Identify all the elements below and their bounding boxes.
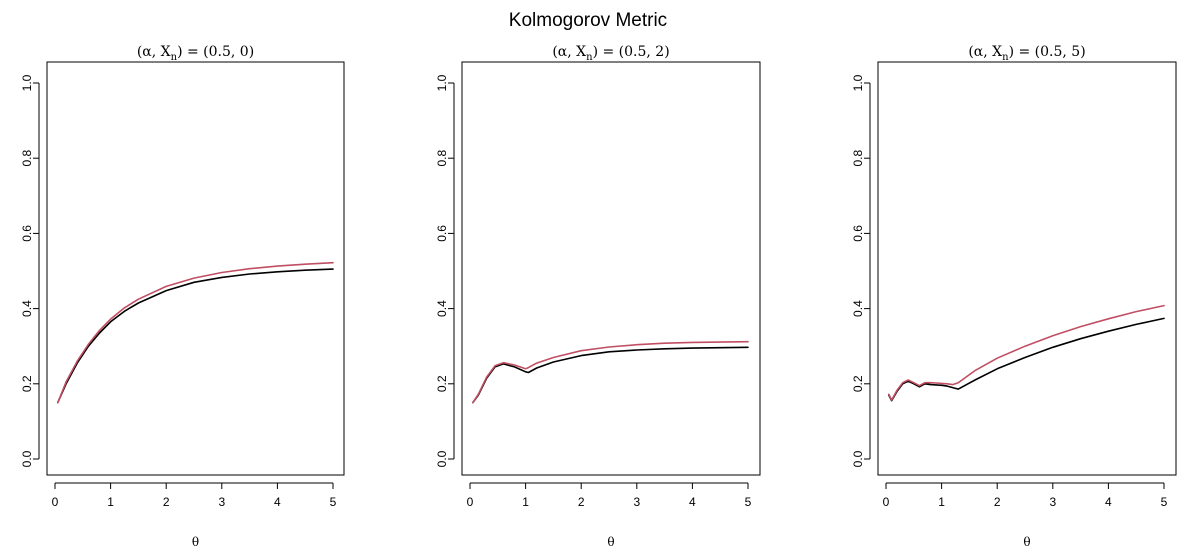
plot-frame bbox=[461, 61, 761, 476]
y-tick-label: 0.6 bbox=[851, 225, 865, 242]
x-axis-label: θ bbox=[607, 535, 614, 549]
chart-title: Kolmogorov Metric bbox=[509, 10, 667, 31]
y-tick-label: 0.6 bbox=[435, 225, 449, 242]
y-tick-label: 0.2 bbox=[435, 375, 449, 392]
plot-frame bbox=[877, 61, 1177, 476]
x-tick-label: 2 bbox=[578, 495, 585, 509]
x-tick-label: 1 bbox=[938, 495, 945, 509]
panel-3: (α, Xn) = (0.5, 5) 0 1 2 3 4 5 0.0 0.2 0.4 0.6 0.8 1… bbox=[851, 44, 1177, 549]
series-line-1 bbox=[471, 346, 749, 404]
y-tick-label: 0.8 bbox=[435, 150, 449, 167]
y-tick-label: 0.0 bbox=[20, 450, 34, 467]
y-tick-label: 1.0 bbox=[851, 74, 865, 91]
series-line-2 bbox=[471, 340, 749, 404]
y-tick-label: 0.8 bbox=[20, 150, 34, 167]
x-tick-label: 4 bbox=[689, 495, 696, 509]
x-axis-label: θ bbox=[1023, 535, 1030, 549]
y-tick-label: 0.4 bbox=[435, 300, 449, 317]
panel-1: (α, Xn) = (0.5, 0) 0 1 2 3 4 5 0.0 0.2 0.4 0.6 0.8 1… bbox=[20, 44, 345, 549]
series-line-2 bbox=[56, 261, 334, 404]
series-line-1 bbox=[56, 268, 334, 404]
x-tick-label: 5 bbox=[745, 495, 752, 509]
panel-title: (α, Xn) = (0.5, 2) bbox=[552, 44, 669, 63]
y-tick-label: 0.2 bbox=[851, 375, 865, 392]
y-tick-label: 0.4 bbox=[851, 300, 865, 317]
x-tick-label: 1 bbox=[107, 495, 114, 509]
x-tick-label: 0 bbox=[52, 495, 59, 509]
x-tick-label: 3 bbox=[633, 495, 640, 509]
plot-frame bbox=[46, 61, 345, 476]
y-tick-label: 0.0 bbox=[435, 450, 449, 467]
x-tick-label: 2 bbox=[994, 495, 1001, 509]
x-tick-label: 0 bbox=[467, 495, 474, 509]
series-line-1 bbox=[887, 317, 1165, 402]
y-tick-label: 0.2 bbox=[20, 375, 34, 392]
x-tick-label: 3 bbox=[218, 495, 225, 509]
x-axis-label: θ bbox=[192, 535, 199, 549]
x-tick-label: 1 bbox=[522, 495, 529, 509]
x-tick-label: 3 bbox=[1049, 495, 1056, 509]
series-line-2 bbox=[887, 304, 1165, 401]
panel-title: (α, Xn) = (0.5, 5) bbox=[968, 44, 1085, 63]
y-tick-label: 0.6 bbox=[20, 225, 34, 242]
x-tick-label: 5 bbox=[1161, 495, 1168, 509]
y-tick-label: 1.0 bbox=[20, 74, 34, 91]
x-tick-label: 0 bbox=[883, 495, 890, 509]
y-tick-label: 0.4 bbox=[20, 300, 34, 317]
y-tick-label: 0.0 bbox=[851, 450, 865, 467]
x-tick-label: 2 bbox=[163, 495, 170, 509]
y-tick-label: 0.8 bbox=[851, 150, 865, 167]
y-tick-label: 1.0 bbox=[435, 74, 449, 91]
x-tick-label: 5 bbox=[330, 495, 337, 509]
panel-2: (α, Xn) = (0.5, 2) 0 1 2 3 4 5 0.0 0.2 0.4 0.6 0.8 1… bbox=[435, 44, 761, 549]
x-tick-label: 4 bbox=[274, 495, 281, 509]
x-tick-label: 4 bbox=[1105, 495, 1112, 509]
panel-title: (α, Xn) = (0.5, 0) bbox=[137, 44, 254, 63]
